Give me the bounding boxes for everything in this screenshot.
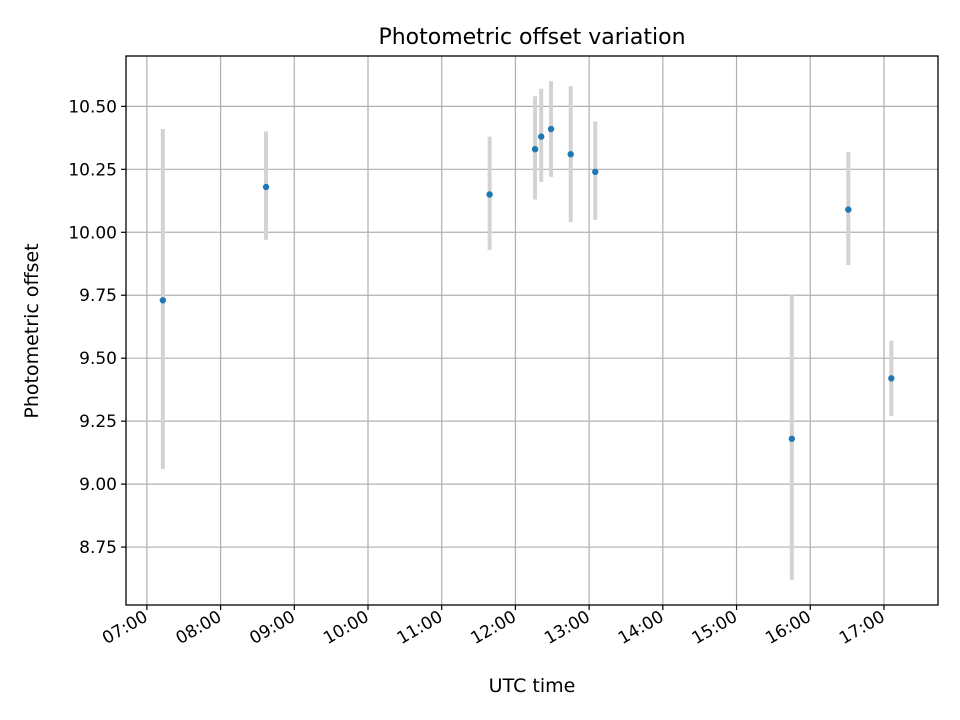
data-point (486, 191, 493, 198)
y-tick-label: 10.00 (68, 223, 117, 243)
data-point (888, 375, 895, 382)
y-tick-label: 10.50 (68, 97, 117, 117)
data-point (567, 151, 574, 158)
y-tick-label: 9.25 (79, 412, 117, 432)
y-tick-label: 9.00 (79, 475, 117, 495)
chart-title: Photometric offset variation (378, 25, 685, 50)
y-tick-label: 9.75 (79, 286, 117, 306)
y-tick-label: 10.25 (68, 160, 117, 180)
grid-layer (126, 56, 938, 605)
data-point (159, 297, 167, 304)
point-layer (159, 125, 895, 442)
data-point (592, 168, 599, 176)
plot-frame (125, 55, 939, 606)
data-point (547, 125, 555, 133)
data-point (262, 183, 270, 191)
data-point (788, 435, 796, 442)
data-point (531, 145, 539, 153)
x-axis-label: UTC time (489, 675, 576, 697)
data-point (538, 133, 545, 140)
y-tick-label: 8.75 (79, 538, 117, 558)
y-axis-label: Photometric offset (21, 243, 43, 418)
data-point (845, 206, 852, 213)
y-tick-label: 9.50 (79, 349, 117, 369)
